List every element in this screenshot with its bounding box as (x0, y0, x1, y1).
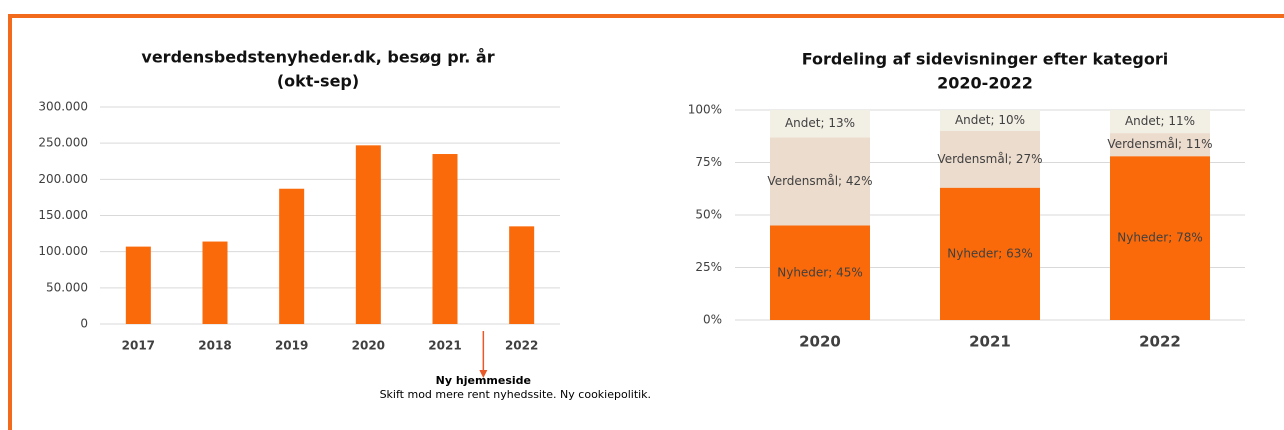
x-tick-label: 2019 (275, 339, 308, 353)
y-tick-label: 100.000 (38, 244, 88, 258)
data-label: Nyheder; 78% (1117, 231, 1203, 245)
x-tick-label: 2022 (1139, 333, 1181, 351)
data-label: Nyheder; 63% (947, 246, 1033, 260)
data-label: Andet; 13% (785, 116, 855, 130)
y-tick-label: 0% (703, 313, 722, 327)
bar-segment (940, 187, 1040, 320)
x-tick-label: 2020 (799, 333, 841, 351)
annotation-arrowhead (479, 370, 488, 378)
bar (509, 226, 535, 324)
x-tick-label: 2017 (122, 339, 155, 353)
x-tick-label: 2021 (428, 339, 461, 353)
y-tick-label: 50.000 (46, 280, 88, 294)
chart-title: verdensbedstenyheder.dk, besøg pr. år (141, 48, 494, 67)
y-tick-label: 50% (695, 208, 722, 222)
bar (355, 145, 381, 324)
data-label: Verdensmål; 42% (767, 174, 872, 188)
x-tick-label: 2022 (505, 339, 538, 353)
y-tick-label: 75% (695, 155, 722, 169)
chart-title: (okt-sep) (277, 72, 359, 91)
data-label: Verdensmål; 11% (1107, 137, 1212, 151)
bar-segment (770, 137, 870, 226)
chart-title: Fordeling af sidevisninger efter kategor… (802, 50, 1169, 69)
annotation-title: Ny hjemmeside (436, 374, 531, 387)
bar (202, 241, 228, 324)
bar-segment (770, 225, 870, 320)
bar (432, 154, 458, 324)
y-tick-label: 250.000 (38, 136, 88, 150)
data-label: Verdensmål; 27% (937, 152, 1042, 166)
x-tick-label: 2020 (352, 339, 385, 353)
y-tick-label: 25% (695, 260, 722, 274)
bar (125, 246, 151, 324)
bar (279, 188, 305, 324)
y-tick-label: 300.000 (38, 100, 88, 114)
y-tick-label: 0 (80, 317, 88, 331)
annotation-text: Skift mod mere rent nyhedssite. Ny cooki… (380, 388, 651, 401)
bar-segment (940, 131, 1040, 188)
y-tick-label: 200.000 (38, 172, 88, 186)
y-tick-label: 150.000 (38, 208, 88, 222)
bar-segment (1110, 156, 1210, 320)
bar-segment (770, 110, 870, 138)
chart-title: 2020-2022 (937, 74, 1033, 93)
bar-segment (1110, 110, 1210, 134)
data-label: Andet; 11% (1125, 114, 1195, 128)
data-label: Nyheder; 45% (777, 265, 863, 279)
y-tick-label: 100% (688, 103, 722, 117)
data-label: Andet; 10% (955, 113, 1025, 127)
bar-segment (1110, 133, 1210, 157)
bar-segment (940, 110, 1040, 131)
x-tick-label: 2018 (198, 339, 231, 353)
x-tick-label: 2021 (969, 333, 1011, 351)
